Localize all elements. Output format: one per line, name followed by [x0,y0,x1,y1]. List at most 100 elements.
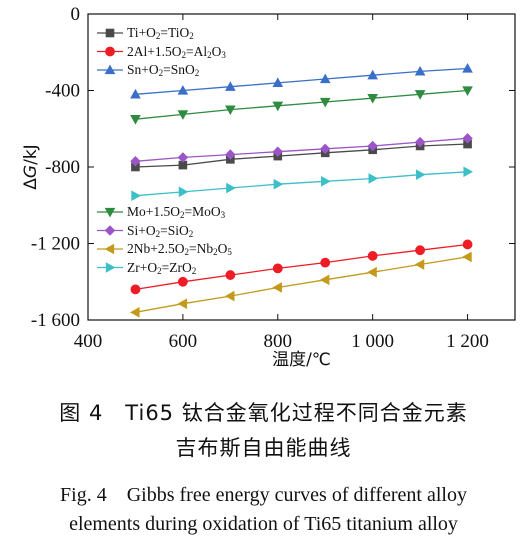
data-point [367,251,378,261]
figure-caption-english-line-2: elements during oxidation of Ti65 titani… [69,513,458,535]
data-point [225,105,236,116]
data-point [414,259,425,270]
series-sn-o2-sno2 [130,63,473,99]
data-point [273,178,284,190]
figure-caption-chinese-line-1: 图 4 Ti65 钛合金氧化过程不同合金元素 [59,401,468,425]
data-point [177,110,189,120]
data-point [104,225,116,236]
series-zr-o2-zro2 [131,166,473,201]
data-point [130,156,141,167]
data-point [105,28,115,38]
data-point [105,262,116,273]
y-tick-label: -400 [45,81,80,102]
data-point [319,73,331,84]
data-point [415,245,426,256]
x-tick-label: 1 200 [446,331,489,352]
data-point [272,263,283,274]
series-line [135,89,468,120]
data-point [225,81,236,91]
data-point [130,284,141,295]
figure-caption-chinese-line-2: 吉布斯自由能曲线 [175,436,352,460]
data-point [367,94,378,104]
y-tick-label: -800 [45,157,80,178]
data-point [130,88,141,99]
legend-item: Ti+O2=TiO2 [97,25,194,41]
data-point [462,63,473,73]
legend: Ti+O2=TiO2 2Al+1.5O2=Al2O3 Sn+O2=SnO2 Mo+1.… [97,25,232,276]
legend-item: Zr+O2=ZrO2 [97,259,197,276]
legend-label-text: 2Al+1.5O2=Al2O3 [127,43,226,60]
series-group [130,63,473,318]
legend-label-text: Sn+O2=SnO2 [127,62,200,78]
series-line [135,171,468,197]
series-line [135,67,468,95]
legend-label-text: Zr+O2=ZrO2 [127,259,197,276]
data-point [177,85,189,95]
legend-label-text: Ti+O2=TiO2 [127,25,194,41]
legend-label: Mo+1.5O2=MoO3 [127,204,226,220]
data-point [104,243,115,255]
legend-label-text: 2Nb+2.5O2=Nb2O5 [127,241,232,257]
legend-item: Mo+1.5O2=MoO3 [97,204,226,220]
series-line [135,256,468,313]
series-line [135,143,468,168]
data-point [321,176,331,187]
legend-label: Sn+O2=SnO2 [127,62,200,78]
data-point [177,276,188,287]
series-si-o2-sio2 [130,133,473,167]
data-point [367,69,378,80]
series-2al-1-5o2-al2o3 [130,239,473,295]
axis-ticks: 400 600 800 1 000 1 200 0 -400 -800 -1 200 -1 600 [31,4,515,352]
data-point [319,274,330,286]
series-mo-1-5o2-moo3 [130,86,473,125]
data-point [367,266,377,278]
legend-label-text: Si+O2=SiO2 [127,222,194,239]
legend-item: Si+O2=SiO2 [97,222,194,239]
data-point [272,146,284,157]
data-point [319,143,331,155]
data-point [462,86,473,96]
x-tick-label: 800 [264,331,293,352]
legend-label-text: Mo+1.5O2=MoO3 [127,204,226,220]
data-point [105,46,115,57]
data-point [415,169,426,180]
legend-label: Si+O2=SiO2 [127,222,194,239]
x-tick-label: 400 [74,331,103,352]
x-axis-title: 温度/℃ [272,350,331,370]
data-point [226,182,236,194]
gibbs-energy-chart: 400 600 800 1 000 1 200 0 -400 -800 -1 200 -1 600… [21,4,516,370]
legend-item: 2Al+1.5O2=Al2O3 [97,43,226,60]
x-tick-label: 1 000 [351,331,394,352]
data-point [130,115,141,125]
data-point [104,64,116,75]
legend-item: 2Nb+2.5O2=Nb2O5 [97,241,232,257]
series-2nb-2-5o2-nb2o5 [130,251,472,318]
data-point [104,207,116,218]
data-point [225,149,236,160]
data-point [414,90,426,100]
data-point [462,133,473,144]
y-tick-label: 0 [71,4,81,25]
figure-caption-english-line-1: Fig. 4 Gibbs free energy curves of diffe… [60,484,467,506]
data-point [224,290,235,302]
y-tick-label: -1 200 [31,234,80,255]
data-point [368,173,379,184]
data-point [177,298,188,310]
data-point [319,97,331,108]
data-point [130,307,140,318]
data-point [462,239,473,250]
y-axis-title: ΔG/kJ [21,144,41,189]
data-point [414,65,426,76]
y-tick-label: -1 600 [31,310,80,331]
data-point [462,251,472,263]
legend-label: 2Al+1.5O2=Al2O3 [127,43,226,60]
legend-label: Ti+O2=TiO2 [127,25,194,41]
data-point [272,282,282,293]
series-line [135,243,468,291]
x-tick-label: 600 [169,331,198,352]
legend-item: Sn+O2=SnO2 [97,62,200,78]
data-point [367,140,378,152]
data-point [272,101,284,112]
data-point [177,152,189,163]
data-point [463,166,473,178]
